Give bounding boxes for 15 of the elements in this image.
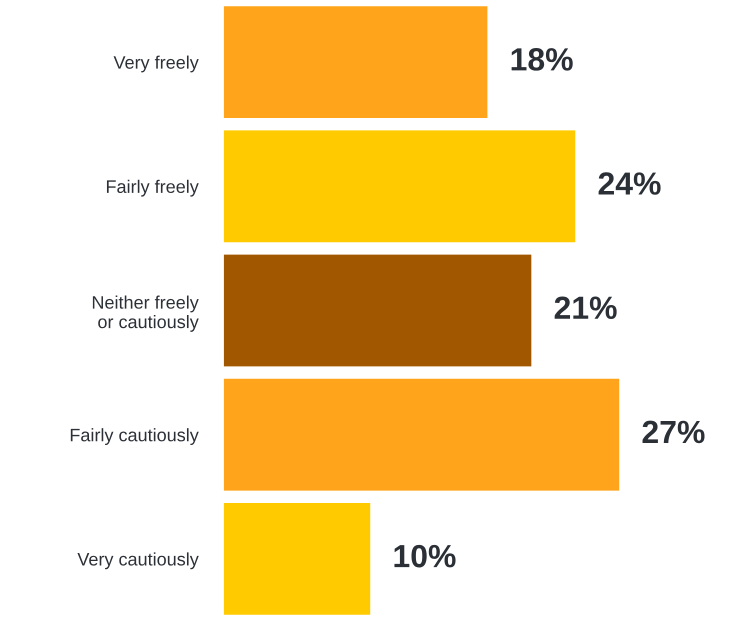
y-tick-label: Fairly freely [106, 180, 199, 197]
bar [224, 254, 532, 366]
bar [224, 378, 620, 491]
y-tick-label: Very cautiously [77, 552, 199, 570]
data-label: 18% [512, 48, 573, 71]
data-label: 21% [554, 296, 617, 320]
data-label: 24% [598, 172, 661, 195]
y-tick-label: Very freely [114, 56, 199, 72]
bar [224, 503, 370, 615]
bar [224, 6, 488, 118]
y-tick-label: Fairly cautiously [70, 428, 199, 445]
bar [224, 130, 576, 242]
data-label: 10% [394, 544, 456, 568]
data-label: 27% [642, 420, 705, 444]
y-tick-label: Neither freely or cautiously [92, 296, 199, 332]
